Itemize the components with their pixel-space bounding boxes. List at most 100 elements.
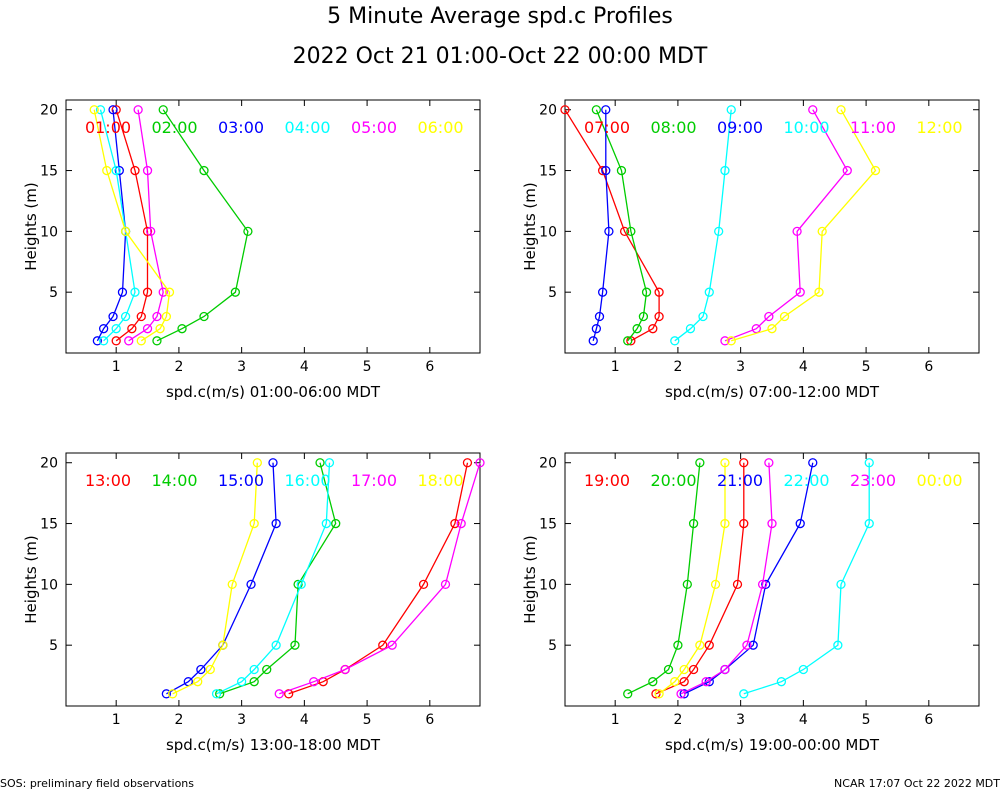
legend-label-1400: 14:00: [151, 471, 197, 490]
series-line-1500: [166, 462, 277, 695]
data-point: [249, 518, 259, 529]
data-point: [290, 640, 300, 650]
y-tick-label: 20: [539, 103, 557, 119]
data-point: [89, 105, 99, 115]
data-point: [456, 518, 466, 529]
x-tick-label: 6: [425, 712, 434, 728]
legend-label-0300: 03:00: [218, 118, 264, 137]
x-tick-label: 5: [363, 359, 372, 375]
x-tick-label: 5: [363, 712, 372, 728]
legend-label-1900: 19:00: [584, 471, 630, 490]
data-point: [161, 689, 172, 699]
data-point: [155, 324, 165, 334]
series-line-2100: [683, 462, 814, 695]
data-point: [462, 458, 473, 468]
plot-frame: [564, 99, 980, 354]
series-line-0700: [564, 109, 660, 342]
data-point: [836, 105, 846, 115]
legend-label-1200: 12:00: [916, 118, 962, 137]
data-point: [249, 664, 259, 675]
legend-label-0600: 06:00: [417, 118, 463, 137]
x-tick-label: 5: [862, 712, 871, 728]
legend-label-0000: 00:00: [916, 471, 962, 490]
data-point: [792, 226, 802, 237]
plot-frame: [564, 452, 980, 707]
data-point: [688, 664, 699, 675]
x-tick-label: 1: [112, 359, 121, 375]
series-line-1100: [724, 109, 849, 342]
data-point: [142, 165, 153, 176]
series-line-0000: [658, 462, 726, 695]
data-point: [654, 689, 664, 699]
legend-label-0400: 04:00: [284, 118, 330, 137]
data-point: [726, 336, 736, 346]
data-point: [720, 518, 730, 529]
series-line-1800: [172, 462, 258, 695]
series-line-1900: [655, 462, 745, 695]
data-point: [196, 664, 206, 675]
data-point: [158, 105, 168, 115]
data-point: [679, 677, 689, 687]
x-tick-label: 6: [924, 359, 933, 375]
x-tick-label: 1: [112, 712, 121, 728]
footer-timestamp: NCAR 17:07 Oct 22 2022 MDT: [834, 777, 1000, 790]
data-point: [130, 165, 140, 176]
legend-label-2100: 21:00: [717, 471, 763, 490]
data-point: [764, 458, 774, 468]
data-point: [243, 226, 253, 237]
data-point: [597, 165, 608, 176]
data-point: [748, 640, 758, 650]
series-line-0500: [128, 109, 164, 342]
x-tick-label: 6: [924, 712, 933, 728]
data-point: [177, 324, 187, 334]
data-point: [842, 165, 852, 176]
legend-label-1700: 17:00: [351, 471, 397, 490]
x-tick-label: 3: [736, 712, 745, 728]
data-point: [679, 689, 689, 699]
plot-frame: [65, 99, 481, 354]
data-point: [761, 579, 771, 590]
y-tick-label: 10: [539, 224, 557, 240]
y-axis-label: Heights (m): [22, 182, 40, 270]
series-line-0200: [156, 109, 249, 342]
data-point: [601, 105, 611, 115]
data-point: [133, 105, 143, 115]
data-point: [591, 324, 602, 334]
data-point: [230, 287, 241, 297]
data-point: [623, 336, 633, 346]
data-point: [670, 677, 680, 687]
data-point: [152, 311, 162, 322]
x-tick-label: 4: [300, 359, 309, 375]
data-point: [475, 458, 485, 468]
x-axis-label: spd.c(m/s) 07:00-12:00 MDT: [665, 383, 880, 401]
y-tick-label: 5: [548, 638, 557, 654]
data-point: [720, 458, 730, 468]
data-point: [114, 165, 124, 176]
data-point: [695, 458, 705, 468]
data-point: [296, 579, 306, 590]
legend-label-2200: 22:00: [783, 471, 829, 490]
data-point: [271, 518, 281, 529]
data-point: [324, 458, 335, 468]
data-point: [710, 579, 721, 590]
series-line-1400: [219, 462, 337, 695]
data-point: [604, 226, 614, 237]
data-point: [594, 311, 605, 322]
data-point: [274, 689, 284, 699]
data-point: [663, 664, 674, 675]
data-point: [795, 287, 805, 297]
data-point: [695, 640, 705, 650]
data-point: [340, 664, 350, 675]
data-point: [120, 226, 131, 237]
data-point: [271, 640, 281, 650]
data-point: [626, 226, 636, 237]
data-point: [739, 458, 749, 468]
series-line-1000: [674, 109, 732, 342]
data-point: [227, 579, 237, 590]
data-point: [808, 105, 818, 115]
x-tick-label: 2: [174, 712, 183, 728]
data-point: [331, 518, 341, 529]
data-point: [720, 165, 730, 176]
footer-note: SOS: preliminary field observations: [0, 777, 194, 790]
